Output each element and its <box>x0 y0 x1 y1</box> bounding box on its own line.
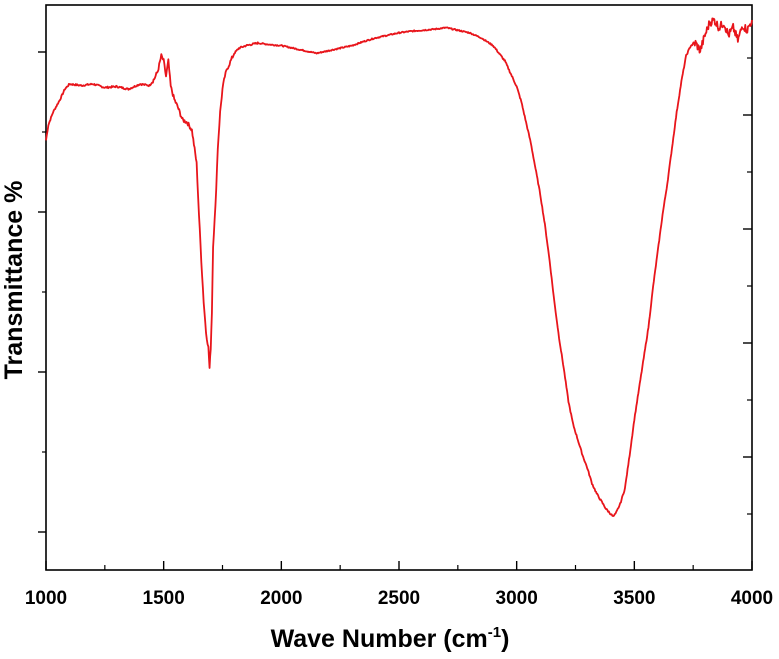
y-axis-ticks-left <box>38 51 46 533</box>
plot-frame <box>45 4 753 571</box>
x-tick-label: 3000 <box>496 588 538 609</box>
x-tick-label: 2500 <box>378 588 420 609</box>
x-axis-tick-labels: 1000 1500 2000 2500 3000 3500 4000 <box>25 588 773 609</box>
series-line <box>45 17 753 517</box>
x-axis-title: Wave Number (cm-1) <box>271 624 510 653</box>
x-tick-label: 3500 <box>613 588 655 609</box>
x-tick-label: 2000 <box>260 588 302 609</box>
y-axis-title: Transmittance % <box>0 181 28 380</box>
x-tick-label: 4000 <box>731 588 773 609</box>
x-axis-ticks <box>45 561 753 570</box>
x-tick-label: 1500 <box>143 588 185 609</box>
y-axis-ticks-right <box>743 57 752 515</box>
x-tick-label: 1000 <box>25 588 67 609</box>
